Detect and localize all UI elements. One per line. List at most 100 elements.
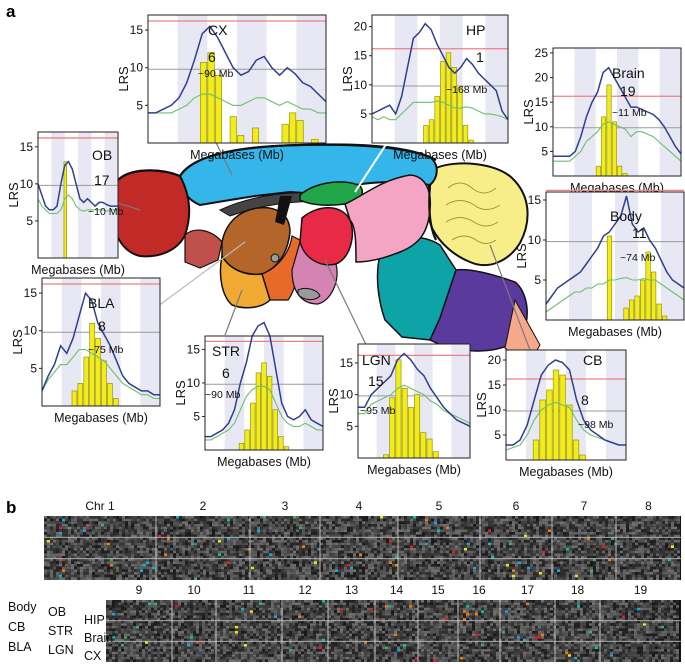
heatmap-cell — [536, 569, 539, 572]
heatmap-cell — [269, 545, 272, 548]
heatmap-cell — [293, 564, 296, 567]
heatmap-cell — [290, 553, 293, 556]
heatmap-cell — [578, 524, 581, 527]
heatmap-cell — [398, 566, 401, 570]
heatmap-cell — [311, 553, 314, 556]
heatmap-cell — [53, 524, 56, 527]
heatmap-cell — [389, 537, 392, 540]
heatmap-cell — [410, 550, 413, 554]
heatmap-cell — [95, 574, 98, 578]
heatmap-cell — [140, 516, 143, 519]
heatmap-cell — [395, 521, 398, 524]
heatmap-cell — [596, 537, 599, 540]
heatmap-cell — [572, 558, 575, 562]
heatmap-cell — [326, 548, 329, 551]
heatmap-cell — [488, 537, 491, 540]
heatmap-cell — [476, 566, 479, 570]
chromosome-label: 1 — [476, 49, 484, 65]
heatmap-cell — [149, 518, 152, 522]
heatmap-cell — [107, 537, 110, 540]
heatmap-cell — [494, 566, 497, 570]
heatmap-cell — [407, 524, 410, 527]
heatmap-cell — [212, 569, 215, 572]
heatmap-cell — [644, 529, 647, 532]
heatmap-cell — [440, 558, 443, 562]
heatmap-cell — [584, 572, 587, 575]
heatmap-cell — [329, 572, 332, 575]
heatmap-cell — [533, 553, 536, 556]
heatmap-cell — [293, 561, 296, 564]
heatmap-cell — [542, 518, 545, 522]
heatmap-cell — [131, 569, 134, 572]
heatmap-cell — [269, 542, 272, 546]
heatmap-cell — [602, 540, 605, 543]
heatmap-cell — [221, 540, 224, 543]
heatmap-cell — [572, 542, 575, 546]
heatmap-cell — [284, 524, 287, 527]
heatmap-cell — [488, 529, 491, 532]
heatmap-cell — [560, 516, 563, 519]
heatmap-cell — [500, 548, 503, 551]
histogram-bar — [595, 165, 601, 177]
heatmap-cell — [299, 572, 302, 575]
heatmap-cell — [284, 526, 287, 530]
heatmap-cell — [59, 521, 62, 524]
heatmap-cell — [518, 540, 521, 543]
heatmap-cell — [668, 534, 671, 538]
heatmap-cell — [506, 572, 509, 575]
heatmap-cell — [479, 558, 482, 562]
heatmap-cell — [494, 518, 497, 522]
heatmap-cell — [194, 516, 197, 519]
heatmap-cell — [119, 566, 122, 570]
heatmap-cell — [527, 532, 530, 535]
heatmap-cell — [302, 548, 305, 551]
heatmap-cell — [344, 521, 347, 524]
heatmap-cell — [467, 558, 470, 562]
heatmap-cell — [671, 553, 674, 556]
heatmap-cell — [536, 558, 539, 562]
heatmap-cell — [605, 534, 608, 538]
heatmap-cell — [68, 574, 71, 578]
heatmap-cell — [230, 529, 233, 532]
heatmap-cell — [455, 558, 458, 562]
heatmap-cell — [95, 566, 98, 570]
heatmap-cell — [101, 518, 104, 522]
heatmap-cell — [233, 569, 236, 572]
heatmap-cell — [164, 532, 167, 535]
heatmap-cell — [98, 545, 101, 548]
heatmap-cell — [656, 524, 659, 527]
heatmap-cell — [236, 534, 239, 538]
heatmap-cell — [419, 537, 422, 540]
heatmap-cell — [272, 524, 275, 527]
heatmap-cell — [113, 558, 116, 562]
heatmap-cell — [536, 542, 539, 546]
heatmap-cell — [482, 540, 485, 543]
heatmap-cell — [128, 521, 131, 524]
heatmap-cell — [632, 534, 635, 538]
heatmap-cell — [101, 516, 104, 519]
heatmap-cell — [260, 542, 263, 546]
heatmap-cell — [293, 534, 296, 538]
heatmap-cell — [113, 524, 116, 527]
x-axis-label: Megabases (Mb) — [54, 411, 148, 425]
heatmap-cell — [344, 516, 347, 519]
heatmap-cell — [263, 529, 266, 532]
heatmap-cell — [251, 540, 254, 543]
heatmap-cell — [224, 566, 227, 570]
heatmap-cell — [656, 566, 659, 570]
heatmap-cell — [209, 545, 212, 548]
heatmap-cell — [92, 558, 95, 562]
heatmap-cell — [71, 561, 74, 564]
heatmap-cell — [269, 540, 272, 543]
heatmap-cell — [299, 526, 302, 530]
heatmap-cell — [449, 548, 452, 551]
heatmap-cell — [77, 550, 80, 554]
heatmap-cell — [80, 540, 83, 543]
heatmap-cell — [623, 542, 626, 546]
heatmap-cell — [407, 550, 410, 554]
heatmap-cell — [260, 540, 263, 543]
heatmap-cell — [503, 561, 506, 564]
heatmap-cell — [128, 524, 131, 527]
heatmap-cell — [389, 540, 392, 543]
